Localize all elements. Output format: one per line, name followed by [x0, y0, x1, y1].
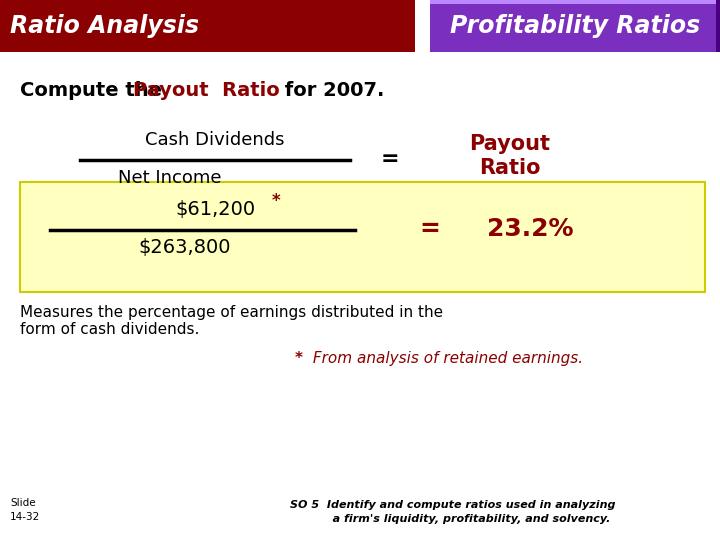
- Text: =: =: [381, 149, 400, 169]
- Text: Compute the: Compute the: [20, 80, 168, 99]
- Text: *: *: [295, 350, 303, 366]
- Text: *: *: [272, 192, 281, 210]
- Text: Payout: Payout: [469, 134, 551, 154]
- Text: From analysis of retained earnings.: From analysis of retained earnings.: [308, 350, 583, 366]
- Text: Slide
14-32: Slide 14-32: [10, 498, 40, 522]
- Bar: [20, 182, 705, 292]
- Text: Ratio: Ratio: [480, 158, 541, 178]
- Text: SO 5  Identify and compute ratios used in analyzing
           a firm's liquidit: SO 5 Identify and compute ratios used in…: [290, 500, 616, 524]
- Text: =: =: [420, 217, 441, 241]
- Text: Cash Dividends: Cash Dividends: [145, 131, 284, 149]
- Text: $263,800: $263,800: [139, 239, 231, 258]
- Text: for 2007.: for 2007.: [278, 80, 384, 99]
- Text: Payout  Ratio: Payout Ratio: [133, 80, 280, 99]
- Text: 23.2%: 23.2%: [487, 217, 573, 241]
- Bar: [0, 0, 415, 52]
- Text: $61,200: $61,200: [175, 200, 255, 219]
- Bar: [430, 0, 720, 4]
- Bar: [430, 0, 720, 52]
- Text: Ratio Analysis: Ratio Analysis: [10, 14, 199, 38]
- Text: Net Income: Net Income: [118, 169, 222, 187]
- Text: form of cash dividends.: form of cash dividends.: [20, 322, 199, 338]
- Bar: [716, 0, 720, 52]
- Text: Measures the percentage of earnings distributed in the: Measures the percentage of earnings dist…: [20, 305, 443, 320]
- Text: Profitability Ratios: Profitability Ratios: [450, 14, 700, 38]
